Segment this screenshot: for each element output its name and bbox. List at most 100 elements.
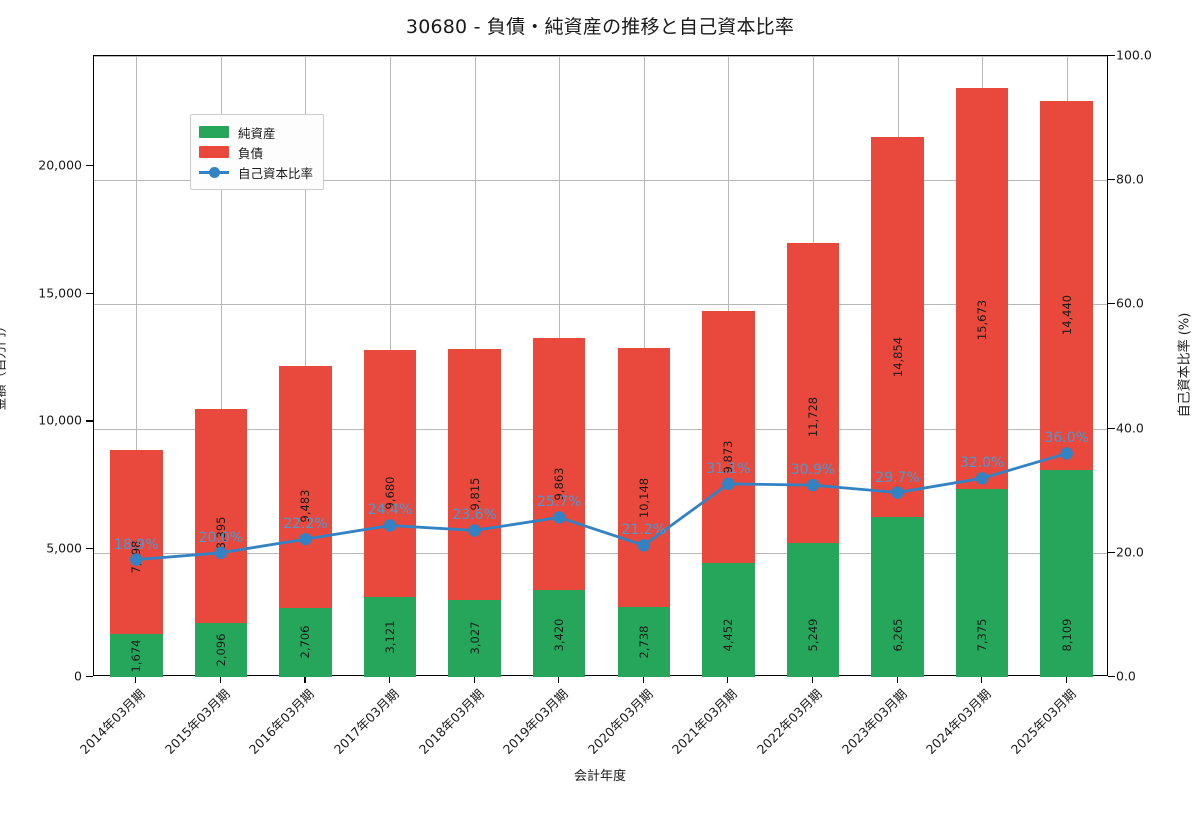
gridline-horizontal (94, 180, 1107, 182)
x-tick-label: 2018年03月期 (415, 686, 487, 757)
ratio-data-point (1060, 447, 1073, 460)
x-tick-mark (219, 676, 221, 683)
legend-swatch-equity (199, 126, 229, 138)
ratio-value-label: 20.0% (198, 529, 244, 546)
ratio-value-label: 18.9% (114, 536, 159, 553)
y-tick-label-right: 20.0 (1116, 544, 1144, 560)
y-tick-mark-left (86, 420, 93, 422)
bar-segment-liabilities (194, 408, 248, 624)
bar-segment-liabilities (617, 347, 670, 608)
x-tick-mark (811, 676, 814, 683)
y-tick-mark-right (1108, 427, 1115, 429)
y-axis-label-right: 自己資本比率 (%) (1177, 312, 1193, 418)
y-tick-label-left: 20,000 (38, 157, 82, 173)
ratio-value-label: 30.9% (790, 462, 836, 479)
x-tick-label: 2021年03月期 (669, 686, 741, 757)
legend-label-equity-ratio: 自己資本比率 (238, 165, 314, 181)
gridline-vertical (136, 56, 138, 675)
legend-item-equity-ratio: 自己資本比率 (199, 162, 313, 182)
bar-segment-liabilities (110, 450, 163, 635)
ratio-value-label: 32.0% (959, 455, 1005, 472)
bar-segment-liabilities (702, 310, 755, 564)
y-tick-mark-right (1108, 676, 1115, 678)
bar-segment-liabilities (955, 87, 1009, 489)
bar-segment-equity (194, 623, 248, 677)
y-tick-label-left: 5,000 (46, 540, 82, 556)
bar-segment-liabilities (871, 137, 924, 517)
x-tick-mark (1065, 676, 1067, 683)
y-tick-mark-left (86, 164, 93, 166)
ratio-data-point (299, 532, 312, 546)
ratio-value-label: 21.2% (621, 522, 667, 539)
ratio-value-label: 25.7% (536, 494, 582, 511)
x-tick-label: 2015年03月期 (161, 686, 233, 757)
bar-segment-liabilities (532, 337, 586, 590)
ratio-data-point (130, 553, 143, 566)
ratio-line (136, 452, 1068, 562)
x-axis-label: 会計年度 (573, 769, 626, 784)
ratio-line-series (130, 447, 1073, 566)
legend-swatch-liabilities (199, 146, 229, 158)
bar-segment-equity (871, 516, 924, 677)
ratio-data-point (553, 511, 566, 524)
x-tick-mark (135, 676, 137, 683)
y-tick-mark-left (86, 676, 93, 678)
ratio-value-label: 23.6% (452, 507, 497, 524)
ratio-data-point (468, 524, 481, 537)
plot-area: 1,6747,1982,0968,3952,7069,4833,1219,680… (93, 55, 1108, 677)
x-tick-mark (558, 676, 560, 683)
ratio-data-point (975, 472, 989, 485)
x-tick-mark (981, 676, 983, 683)
chart-title: 30680 - 負債・純資産の推移と自己資本比率 (405, 16, 795, 38)
y-tick-label-left: 0 (74, 668, 82, 684)
bar-segment-equity (279, 607, 332, 677)
ratio-data-point (806, 478, 820, 492)
gridline-horizontal (94, 428, 1107, 430)
y-tick-label-right: 0.0 (1116, 668, 1136, 684)
y-tick-mark-left (86, 292, 93, 294)
bar-segment-equity (702, 563, 755, 677)
bar-segment-equity (955, 488, 1009, 677)
x-tick-mark (389, 676, 391, 683)
gridline-horizontal (94, 304, 1107, 306)
y-tick-mark-right (1108, 303, 1115, 305)
x-tick-label: 2014年03月期 (77, 686, 149, 757)
ratio-value-label: 22.2% (283, 516, 328, 533)
x-tick-mark (727, 676, 729, 683)
ratio-value-label: 29.7% (875, 469, 920, 486)
bar-segment-equity (110, 634, 163, 677)
x-tick-mark (473, 676, 475, 683)
x-tick-label: 2024年03月期 (922, 686, 994, 757)
bar-segment-liabilities (786, 243, 840, 543)
bar-segment-equity (532, 589, 586, 677)
ratio-value-label: 24.4% (367, 502, 413, 519)
x-tick-label: 2020年03月期 (584, 686, 656, 757)
y-tick-mark-right (1108, 179, 1115, 181)
bar-segment-equity (617, 607, 670, 677)
y-tick-label-right: 100.0 (1116, 47, 1152, 63)
bar-segment-liabilities (279, 365, 332, 608)
x-tick-label: 2017年03月期 (330, 686, 402, 757)
x-tick-mark (642, 676, 644, 683)
ratio-data-point (214, 546, 228, 559)
bar-segment-liabilities (1040, 100, 1093, 470)
legend-item-liabilities: 負債 (199, 142, 313, 162)
legend-marker-equity-ratio (199, 165, 229, 179)
bar-segment-liabilities (448, 348, 501, 600)
y-tick-mark-right (1108, 55, 1115, 57)
x-tick-mark (896, 676, 898, 683)
y-tick-label-left: 10,000 (38, 412, 82, 428)
legend-label-liabilities: 負債 (238, 145, 264, 161)
x-tick-label: 2023年03月期 (838, 686, 910, 757)
legend-item-equity: 純資産 (199, 122, 313, 142)
ratio-value-label: 31.1% (706, 460, 751, 477)
y-tick-label-right: 80.0 (1116, 171, 1144, 187)
gridline-horizontal (94, 552, 1107, 554)
gridline-vertical (220, 56, 222, 675)
y-axis-label-left: 金額（百万円） (0, 319, 9, 411)
bar-segment-equity (448, 599, 501, 677)
x-tick-label: 2016年03月期 (246, 686, 318, 757)
gridline-horizontal (94, 56, 1107, 57)
plot-inner: 1,6747,1982,0968,3952,7069,4833,1219,680… (94, 56, 1107, 677)
ratio-data-point (722, 477, 735, 491)
